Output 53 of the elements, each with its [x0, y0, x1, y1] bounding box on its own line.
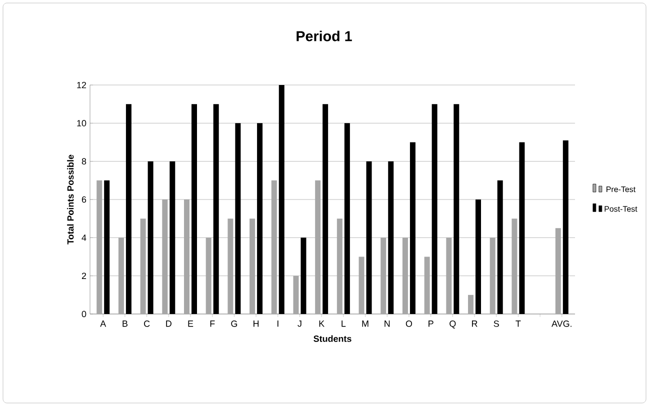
y-tick-label: 4 [82, 234, 86, 241]
x-tick-label: P [428, 320, 434, 327]
bar [468, 294, 474, 314]
x-tick-label: N [384, 320, 390, 327]
x-tick-label: C [144, 320, 150, 327]
x-tick-label: Q [450, 320, 456, 328]
y-tick-label: 6 [82, 196, 86, 203]
x-tick-label: AVG. [552, 320, 572, 327]
bar [366, 161, 372, 314]
x-tick-label: D [166, 320, 172, 327]
bar [322, 104, 328, 314]
bar [388, 161, 394, 314]
x-tick-label: K [319, 320, 324, 327]
bar [497, 180, 503, 314]
x-tick-label: H [254, 320, 259, 327]
bar [148, 161, 154, 314]
bar [454, 104, 460, 314]
bar [278, 84, 284, 314]
chart-title: Period 1 [296, 30, 352, 42]
x-tick-label: M [362, 320, 368, 327]
bar [235, 123, 241, 314]
bar [170, 161, 176, 314]
x-axis-title: Students [314, 335, 352, 342]
bar [300, 238, 306, 314]
x-tick-label: O [406, 320, 412, 327]
bar [191, 104, 197, 314]
y-axis-title: Total Points Possible [67, 154, 74, 244]
x-tick-label: B [122, 320, 128, 327]
x-tick-label: E [188, 320, 194, 327]
y-tick-label: 8 [82, 158, 86, 165]
bar [344, 123, 350, 314]
x-tick-label: L [342, 320, 346, 327]
bar [519, 142, 525, 314]
y-tick-label: 12 [77, 82, 86, 88]
x-tick-label: F [210, 320, 215, 327]
x-tick-label: J [298, 320, 302, 327]
bar [126, 104, 132, 314]
y-tick-label: 0 [82, 310, 86, 318]
x-tick-label: R [472, 320, 478, 327]
x-tick-label: S [494, 320, 499, 327]
x-tick-label: G [231, 320, 238, 327]
bar [432, 104, 438, 314]
bar [257, 123, 263, 314]
y-tick-label: 2 [82, 272, 86, 279]
x-tick-label: A [100, 320, 106, 327]
y-tick-label: 10 [77, 120, 86, 126]
bar [476, 199, 482, 314]
bar [410, 142, 416, 314]
bar [213, 104, 219, 314]
x-tick-label: I [277, 320, 278, 327]
bar [104, 180, 110, 314]
x-tick-label: T [516, 320, 521, 327]
bar [562, 140, 568, 314]
